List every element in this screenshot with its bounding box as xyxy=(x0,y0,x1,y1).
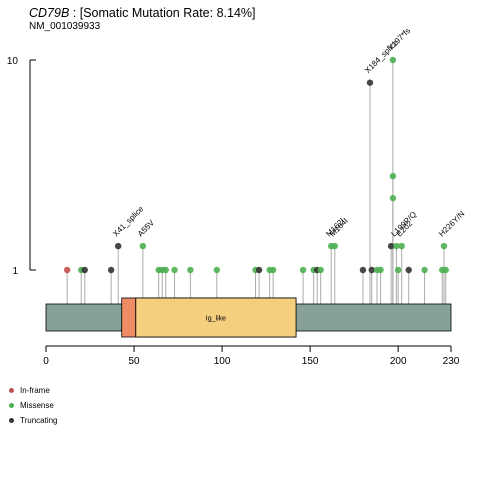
legend-truncating-label: Truncating xyxy=(20,416,58,425)
transcript-id: NM_001039933 xyxy=(29,21,100,32)
x-tick-label-230: 230 xyxy=(443,356,460,367)
mutation-dot-16 xyxy=(300,267,306,273)
x-tick-label-0: 0 xyxy=(43,356,49,367)
mutation-dot-15 xyxy=(270,267,276,273)
mutation-dot-21 xyxy=(332,243,338,249)
legend-item-truncating: Truncating xyxy=(9,413,58,428)
x-tick-label-200: 200 xyxy=(390,356,407,367)
legend-truncating-dot xyxy=(9,418,14,423)
mutation-dot-32 xyxy=(395,267,401,273)
mutation-dot-9 xyxy=(171,267,177,273)
legend-missense-label: Missense xyxy=(20,401,54,410)
x-tick-label-150: 150 xyxy=(302,356,319,367)
legend-missense-dot xyxy=(9,403,14,408)
mutation-dot-8 xyxy=(163,267,169,273)
mutation-dot-37 xyxy=(441,243,447,249)
mutation-label-21: M164I xyxy=(328,216,350,238)
mutation-dot-11 xyxy=(214,267,220,273)
mutation-dot-3 xyxy=(108,267,114,273)
legend-in-frame-dot xyxy=(9,388,14,393)
gene-name: CD79B xyxy=(29,6,69,20)
mutation-dot-33 xyxy=(398,243,404,249)
y-tick-label-1: 1 xyxy=(12,266,18,277)
legend-item-in-frame: In-frame xyxy=(9,383,58,398)
legend: In-frame Missense Truncating xyxy=(9,383,58,428)
legend-item-missense: Missense xyxy=(9,398,58,413)
mutation-dot-29 xyxy=(390,173,396,179)
mutation-dot-10 xyxy=(187,267,193,273)
domain-0 xyxy=(122,298,136,337)
legend-in-frame-label: In-frame xyxy=(20,386,50,395)
domain-label-2: Ig_like xyxy=(206,316,226,323)
mutation-dot-5 xyxy=(140,243,146,249)
x-tick-label-100: 100 xyxy=(214,356,231,367)
x-tick-label-50: 50 xyxy=(128,356,140,367)
mutation-dot-13 xyxy=(256,267,262,273)
mutation-label-37: H226Y/N xyxy=(437,209,466,238)
mutation-label-28: Y197*fs xyxy=(386,26,412,52)
mutation-dot-2 xyxy=(82,267,88,273)
mutation-label-5: A55V xyxy=(136,218,157,239)
mutation-rate-text: : [Somatic Mutation Rate: 8.14%] xyxy=(69,6,255,20)
y-tick-label-10: 10 xyxy=(7,56,19,67)
mutation-dot-22 xyxy=(360,267,366,273)
mutation-dot-26 xyxy=(377,267,383,273)
mutation-dot-23 xyxy=(367,79,373,85)
mutation-dot-19 xyxy=(317,267,323,273)
mutation-dot-38 xyxy=(443,267,449,273)
mutation-dot-35 xyxy=(421,267,427,273)
chart-title: CD79B : [Somatic Mutation Rate: 8.14%] xyxy=(29,6,256,20)
mutation-dot-30 xyxy=(390,195,396,201)
mutation-dot-0 xyxy=(64,267,70,273)
mutation-dot-34 xyxy=(406,267,412,273)
mutation-dot-28 xyxy=(390,57,396,63)
mutation-dot-4 xyxy=(115,243,121,249)
